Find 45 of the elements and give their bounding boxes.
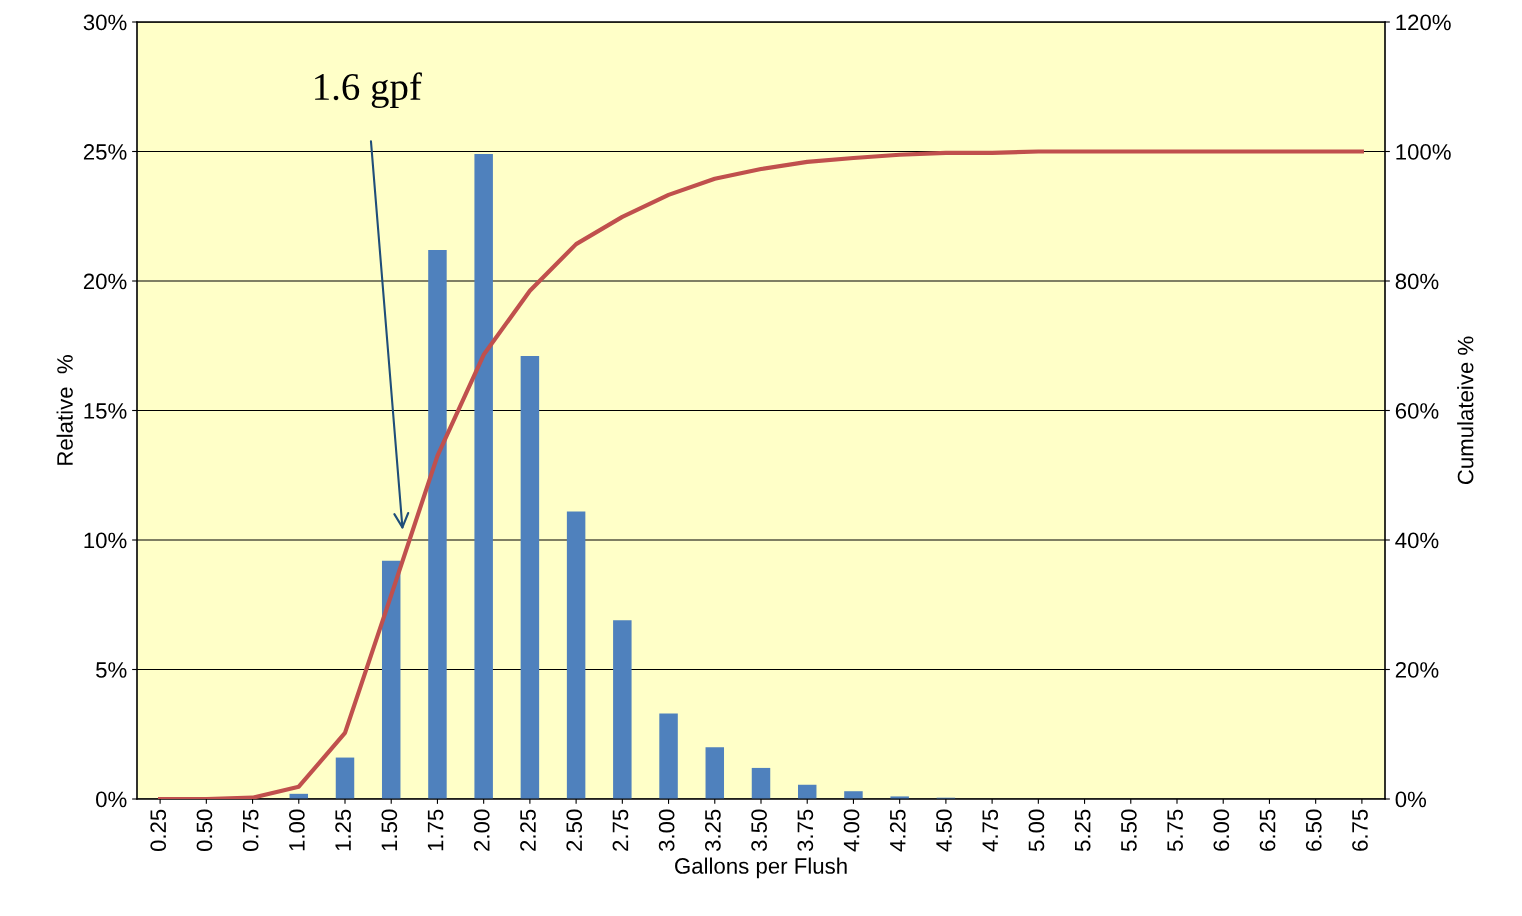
x-tick-label: 1.25 bbox=[335, 809, 351, 851]
x-tick-label: 2.75 bbox=[612, 809, 629, 851]
x-tick-label: 6.50 bbox=[1305, 809, 1322, 851]
y2-axis-title: Cumulateive % bbox=[1457, 336, 1474, 485]
x-tick-label: 4.00 bbox=[843, 809, 860, 852]
y-axis-title: Relative % bbox=[56, 355, 73, 465]
y2-tick-label: 40% bbox=[1395, 532, 1439, 549]
x-tick-label: 2.50 bbox=[566, 809, 583, 851]
x-tick-label: 5.25 bbox=[1074, 809, 1091, 852]
y-tick-label: 15% bbox=[84, 403, 127, 419]
y-tick-label: 5% bbox=[96, 662, 127, 678]
x-tick-label: 0.50 bbox=[196, 809, 213, 852]
x-tick-label: 1.50 bbox=[381, 809, 398, 851]
x-tick-label: 4.50 bbox=[936, 809, 952, 852]
y2-tick-label: 0% bbox=[1395, 791, 1427, 808]
x-tick-label: 4.25 bbox=[889, 809, 906, 852]
x-tick-label: 3.75 bbox=[797, 809, 814, 852]
annotation: 1.6 gpf bbox=[315, 72, 422, 109]
x-tick-label: 4.75 bbox=[982, 809, 999, 852]
x-tick-label: 2.00 bbox=[473, 809, 490, 851]
y2-tick-label: 60% bbox=[1395, 403, 1439, 419]
x-tick-label: 0.75 bbox=[242, 809, 259, 852]
x-tick-label: 3.50 bbox=[751, 809, 767, 852]
x-tick-label: 3.25 bbox=[705, 809, 721, 852]
y-tick-label: 0% bbox=[96, 791, 127, 808]
x-tick-label: 6.25 bbox=[1259, 809, 1276, 851]
x-tick-label: 6.00 bbox=[1213, 809, 1230, 851]
x-tick-label: 5.00 bbox=[1028, 809, 1045, 852]
x-tick-label: 2.25 bbox=[520, 809, 536, 851]
y2-tick-label: 120% bbox=[1396, 14, 1451, 31]
x-tick-label: 1.00 bbox=[289, 809, 305, 851]
y-tick-label: 25% bbox=[83, 144, 127, 160]
x-tick-label: 3.00 bbox=[658, 809, 675, 852]
x-tick-label: 6.75 bbox=[1352, 809, 1368, 851]
x-axis-title: Gallons per Flush bbox=[675, 857, 847, 879]
y2-tick-label: 100% bbox=[1396, 144, 1451, 160]
y-tick-label: 20% bbox=[83, 273, 127, 290]
y2-tick-label: 80% bbox=[1395, 273, 1439, 290]
x-tick-label: 1.75 bbox=[427, 809, 444, 851]
x-tick-label: 0.25 bbox=[150, 809, 167, 852]
y2-tick-label: 20% bbox=[1395, 662, 1439, 678]
y-tick-label: 10% bbox=[84, 532, 127, 549]
y-tick-label: 30% bbox=[83, 14, 127, 31]
x-tick-label: 5.75 bbox=[1167, 809, 1183, 852]
x-tick-label: 5.50 bbox=[1121, 809, 1137, 852]
